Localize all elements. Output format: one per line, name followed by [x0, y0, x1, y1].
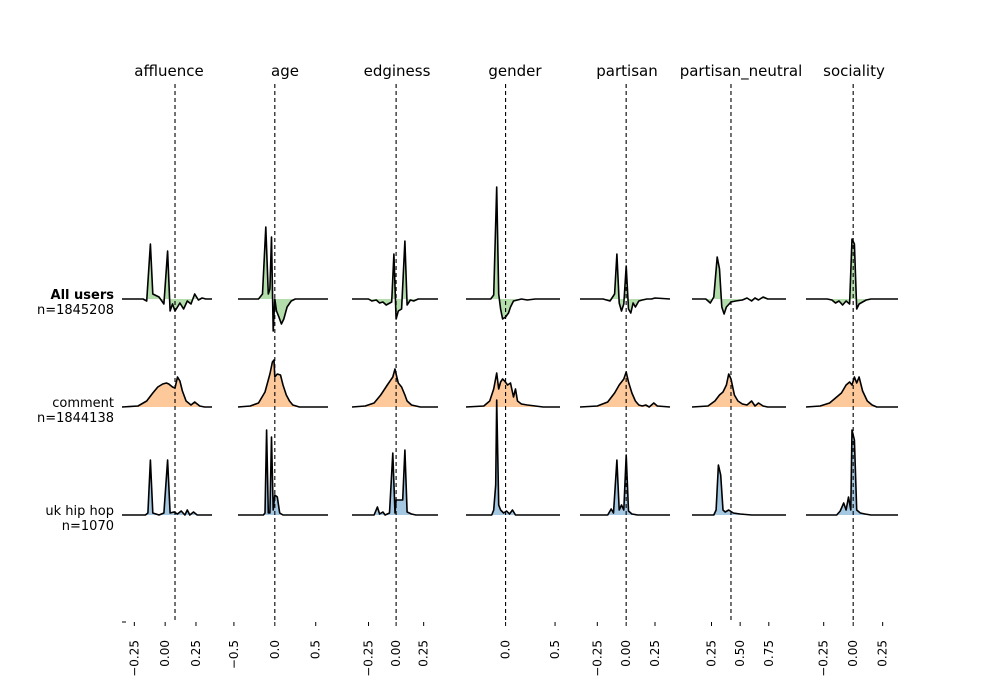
density-fill-ukhiphop: [692, 465, 786, 515]
density-line-all: [692, 256, 786, 315]
panel-title: edginess: [364, 62, 431, 80]
panel-title: gender: [488, 62, 542, 80]
density-fill-all: [692, 257, 786, 314]
x-tick-label: 0.00: [619, 640, 633, 667]
x-tick-label: 0.00: [389, 640, 403, 667]
row-count-ukhiphop: n=1070: [62, 519, 114, 534]
density-line-all: [352, 240, 438, 320]
density-fill-ukhiphop: [238, 430, 328, 515]
density-line-all: [466, 186, 560, 320]
density-line-ukhiphop: [238, 429, 328, 516]
panel-title: partisan: [596, 62, 657, 80]
density-line-ukhiphop: [466, 399, 560, 516]
density-fill-ukhiphop: [122, 460, 212, 515]
x-tick-label: 0.25: [876, 640, 890, 667]
density-line-ukhiphop: [352, 449, 438, 516]
density-fill-comment: [466, 373, 560, 407]
x-tick-label: −0.25: [362, 640, 376, 677]
panel-age: age −0.5 0.0 0.5: [227, 62, 328, 669]
row-label-ukhiphop: uk hip hop: [45, 504, 114, 519]
density-line-comment: [351, 368, 438, 408]
panel-sociality: sociality −0.25 0.00 0.25: [805, 62, 898, 677]
x-tick-label: 0.00: [846, 640, 860, 667]
panel-partisan-neutral: partisan_neutral 0.25 0.50 0.75: [680, 62, 803, 667]
panel-title: sociality: [823, 62, 885, 80]
x-tick-label: 0.0: [499, 640, 513, 659]
density-fill-comment: [806, 377, 898, 407]
x-tick-label: −0.25: [127, 640, 141, 677]
density-fill-all: [238, 227, 328, 331]
row-count-all: n=1845208: [37, 303, 114, 318]
density-line-ukhiphop: [122, 459, 212, 516]
x-tick-label: 0.25: [648, 640, 662, 667]
density-line-ukhiphop: [692, 464, 786, 516]
x-tick-label: 0.0: [268, 640, 282, 659]
panel-edginess: edginess −0.25 0.00 0.25: [351, 62, 438, 677]
x-tick-label: −0.5: [227, 640, 241, 669]
x-tick-label: 0.5: [309, 640, 323, 659]
panel-title: age: [271, 62, 299, 80]
x-tick-label: 0.25: [704, 640, 718, 667]
x-tick-label: 0.50: [733, 640, 747, 667]
x-tick-label: 0.25: [189, 640, 203, 667]
density-line-comment: [465, 372, 560, 408]
x-tick-label: 0.75: [762, 640, 776, 667]
density-fill-comment: [580, 372, 670, 407]
x-tick-label: −0.25: [817, 640, 831, 677]
density-line-ukhiphop: [580, 454, 670, 516]
row-count-comment: n=1844138: [37, 411, 114, 426]
panels: affluence −0.25 0.00 0.25 age −0.5 0.0 0.5 edgin…: [121, 62, 898, 677]
panel-title: partisan_neutral: [680, 62, 803, 81]
density-line-all: [806, 238, 898, 310]
density-fill-comment: [238, 360, 328, 407]
density-line-all: [580, 253, 671, 314]
panel-gender: gender 0.0 0.5: [465, 62, 562, 659]
panel-affluence: affluence −0.25 0.00 0.25: [121, 62, 212, 677]
density-fill-comment: [352, 369, 438, 407]
row-label-all: All users: [51, 288, 115, 303]
x-tick-label: −0.25: [590, 640, 604, 677]
x-tick-label: 0.25: [417, 640, 431, 667]
x-tick-label: 0.00: [158, 640, 172, 667]
density-fill-ukhiphop: [466, 400, 560, 515]
density-line-comment: [691, 373, 786, 408]
density-line-comment: [237, 359, 328, 408]
density-line-comment: [579, 371, 671, 408]
density-line-ukhiphop: [806, 429, 898, 516]
panel-title: affluence: [134, 62, 203, 80]
row-label-comment: comment: [52, 396, 114, 411]
density-fill-comment: [122, 377, 212, 407]
density-fill-all: [806, 239, 898, 309]
x-tick-label: 0.5: [548, 640, 562, 659]
density-line-all: [238, 226, 328, 332]
panel-partisan: partisan −0.25 0.00 0.25: [579, 62, 671, 677]
density-fill-all: [122, 244, 212, 311]
